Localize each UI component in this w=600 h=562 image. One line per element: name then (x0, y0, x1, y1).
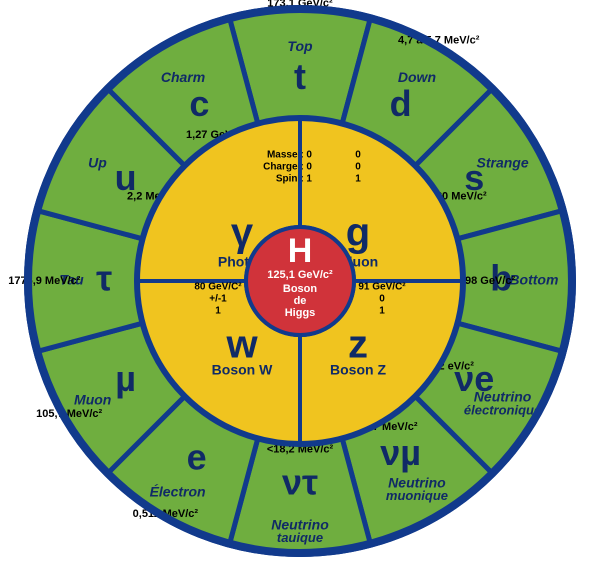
svg-text:Masse : 0: Masse : 0 (267, 150, 312, 161)
svg-text:tauique: tauique (277, 530, 323, 545)
symbol-top: t (294, 56, 306, 97)
svg-text:0: 0 (379, 294, 385, 305)
name-charm: Charm (161, 69, 205, 85)
svg-text:1: 1 (215, 306, 221, 317)
name-top: Top (287, 38, 313, 54)
boson-symbol-bosonZ: z (348, 323, 368, 367)
standard-model-wheel: tTop173,1 GeV/c²dDown4,7 à 5,7 MeV/c²sSt… (0, 0, 600, 562)
boson-symbol-photon: γ (231, 211, 254, 255)
symbol-nu-mu: νµ (380, 432, 421, 473)
svg-text:de: de (294, 295, 307, 307)
svg-text:Spin : 1: Spin : 1 (276, 174, 313, 185)
boson-name-bosonZ: Boson Z (330, 362, 386, 378)
symbol-tau: τ (96, 258, 112, 299)
svg-text:0: 0 (355, 150, 361, 161)
symbol-charm: c (189, 83, 209, 124)
svg-text:+/-1: +/-1 (209, 294, 227, 305)
boson-symbol-gluon: g (346, 211, 370, 255)
svg-text:Charge : 0: Charge : 0 (263, 162, 312, 173)
name-muon: Muon (74, 391, 111, 407)
mass-tau: 1776,9 MeV/c² (8, 275, 80, 287)
svg-text:muonique: muonique (386, 488, 448, 503)
svg-text:Higgs: Higgs (285, 307, 316, 319)
name-bottom: Bottom (509, 272, 558, 288)
name-strange: Strange (477, 155, 529, 171)
name-down: Down (398, 69, 436, 85)
symbol-electron: e (187, 437, 207, 478)
boson-symbol-bosonW: w (225, 323, 258, 367)
svg-text:électronique: électronique (464, 402, 541, 417)
symbol-muon: µ (115, 358, 136, 399)
symbol-down: d (390, 83, 412, 124)
svg-text:0: 0 (355, 162, 361, 173)
svg-text:80 GeV/C²: 80 GeV/C² (194, 282, 242, 293)
svg-text:91 GeV/C²: 91 GeV/C² (358, 282, 406, 293)
symbol-nu-tau: ντ (282, 462, 318, 503)
svg-text:1: 1 (355, 174, 361, 185)
name-up: Up (88, 155, 107, 171)
boson-name-bosonW: Boson W (212, 362, 273, 378)
higgs-boson: H125,1 GeV/c² BosondeHiggs (246, 227, 354, 335)
higgs-symbol: H (288, 232, 313, 270)
name-electron: Électron (150, 484, 206, 500)
svg-text:1: 1 (379, 306, 385, 317)
svg-text:Boson: Boson (283, 283, 318, 295)
higgs-mass: 125,1 GeV/c² (267, 269, 333, 281)
